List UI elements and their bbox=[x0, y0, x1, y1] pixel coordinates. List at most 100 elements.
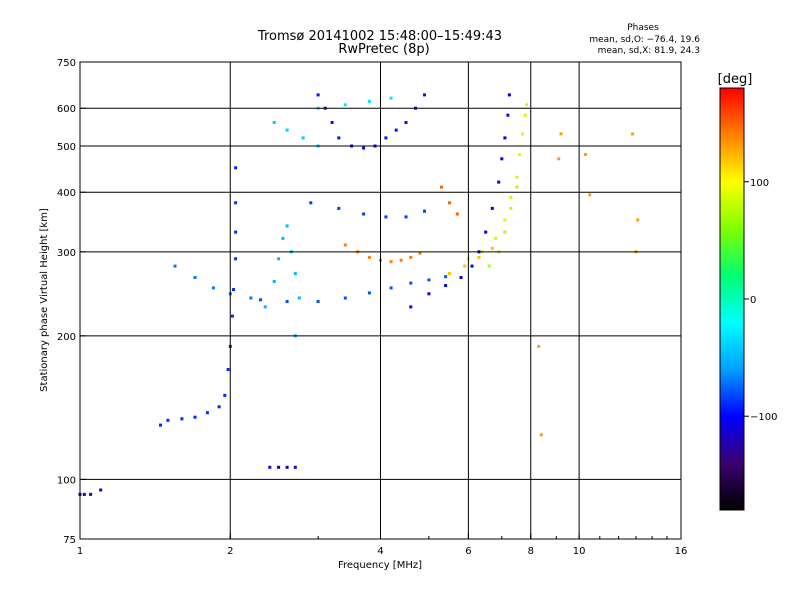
data-point bbox=[389, 96, 393, 100]
data-point bbox=[525, 103, 529, 107]
data-point bbox=[523, 113, 527, 117]
data-point bbox=[226, 368, 230, 371]
data-point bbox=[268, 465, 272, 469]
data-point bbox=[409, 281, 413, 285]
stats-heading: Phases bbox=[627, 23, 659, 33]
x-tick-label: 1 bbox=[77, 546, 83, 557]
data-point bbox=[503, 136, 507, 140]
data-point bbox=[394, 128, 398, 132]
data-point bbox=[297, 296, 301, 300]
data-point bbox=[367, 99, 371, 103]
colorbar-tick-label: −100 bbox=[750, 412, 777, 423]
data-point bbox=[494, 236, 497, 240]
data-point bbox=[285, 300, 289, 303]
y-tick-label: 500 bbox=[57, 142, 76, 153]
x-tick-label: 8 bbox=[528, 546, 534, 557]
y-axis: 75 100 200 300 400 500 600 750 bbox=[57, 58, 86, 546]
data-point bbox=[234, 166, 238, 170]
data-point bbox=[518, 153, 522, 156]
stats-line-o: mean, sd,O: −76.4, 19.6 bbox=[589, 35, 700, 45]
data-point bbox=[281, 236, 285, 240]
data-point bbox=[99, 488, 103, 492]
x-axis: 1 2 4 6 8 10 16 bbox=[77, 533, 688, 557]
colorbar-tick-label: 0 bbox=[750, 295, 756, 306]
data-point bbox=[384, 136, 388, 140]
data-point bbox=[367, 255, 371, 259]
data-point bbox=[159, 423, 162, 427]
data-point bbox=[259, 298, 262, 302]
data-point bbox=[309, 201, 313, 205]
data-point bbox=[588, 193, 592, 197]
data-point bbox=[205, 411, 209, 415]
data-point bbox=[487, 264, 491, 268]
x-tick-label: 16 bbox=[675, 546, 688, 557]
data-point bbox=[389, 260, 393, 264]
data-point bbox=[285, 224, 289, 228]
data-point bbox=[427, 278, 431, 282]
data-point bbox=[272, 280, 276, 283]
x-tick-label: 6 bbox=[465, 546, 471, 557]
colorbar-ticks: 100 0 −100 bbox=[744, 178, 777, 423]
data-point bbox=[330, 121, 334, 124]
data-point bbox=[343, 296, 347, 300]
data-point bbox=[277, 465, 281, 469]
data-point bbox=[423, 93, 426, 97]
y-tick-label: 100 bbox=[57, 475, 76, 486]
data-point bbox=[180, 417, 184, 421]
data-point bbox=[490, 246, 494, 250]
data-point bbox=[636, 218, 640, 222]
data-point bbox=[584, 153, 587, 156]
data-point bbox=[448, 272, 451, 276]
data-point bbox=[343, 243, 347, 247]
data-point bbox=[631, 132, 635, 136]
data-point bbox=[389, 286, 393, 290]
data-point bbox=[234, 201, 238, 205]
data-point bbox=[301, 136, 305, 140]
data-point bbox=[316, 300, 320, 303]
data-point bbox=[463, 264, 467, 268]
data-point bbox=[166, 418, 170, 422]
data-point bbox=[362, 146, 366, 150]
y-tick-label: 75 bbox=[63, 535, 76, 546]
data-point bbox=[272, 121, 276, 124]
data-point bbox=[509, 196, 513, 199]
chart-title: Tromsø 20141002 15:48:00–15:49:43 bbox=[257, 29, 502, 44]
data-point bbox=[503, 218, 507, 222]
data-point bbox=[384, 215, 388, 219]
data-point bbox=[470, 264, 474, 268]
data-point bbox=[409, 305, 413, 309]
data-point bbox=[404, 121, 408, 124]
data-point bbox=[490, 206, 494, 210]
data-point bbox=[500, 157, 504, 161]
grid-lines bbox=[80, 62, 681, 539]
data-point bbox=[249, 296, 253, 300]
chart-subtitle: RwPretec (8p) bbox=[338, 42, 429, 57]
x-tick-label: 10 bbox=[573, 546, 586, 557]
data-point bbox=[427, 292, 431, 296]
data-point bbox=[423, 209, 426, 213]
data-point bbox=[234, 257, 238, 261]
data-point bbox=[440, 185, 443, 189]
data-point bbox=[277, 257, 281, 261]
data-point bbox=[316, 93, 320, 97]
data-point bbox=[193, 415, 197, 419]
data-point bbox=[515, 185, 519, 189]
x-tick-label: 2 bbox=[227, 546, 233, 557]
stats-line-x: mean, sd,X: 81.9, 24.3 bbox=[598, 46, 700, 56]
data-point bbox=[506, 113, 510, 117]
data-point bbox=[444, 275, 448, 279]
colorbar bbox=[719, 87, 745, 511]
data-point bbox=[285, 128, 289, 132]
data-point bbox=[82, 492, 86, 496]
data-point bbox=[503, 230, 507, 234]
data-point bbox=[293, 272, 297, 276]
y-tick-label: 400 bbox=[57, 188, 76, 199]
data-point bbox=[367, 291, 371, 295]
data-point bbox=[337, 206, 341, 210]
y-axis-label: Stationary phase Virtual Height [km] bbox=[39, 208, 50, 392]
data-point bbox=[559, 132, 563, 136]
data-point bbox=[497, 180, 501, 184]
x-axis-label: Frequency [MHz] bbox=[338, 560, 422, 571]
data-point bbox=[459, 276, 463, 279]
